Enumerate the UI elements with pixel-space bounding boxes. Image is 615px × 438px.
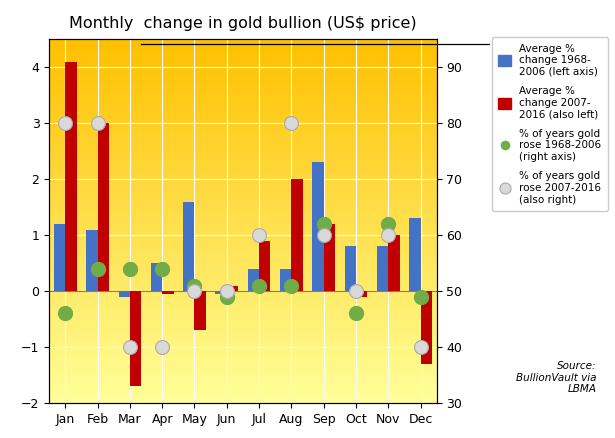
Bar bbox=[54, 224, 65, 291]
Point bbox=[60, 310, 70, 317]
Point bbox=[254, 282, 264, 289]
Point bbox=[157, 343, 167, 350]
Bar bbox=[248, 269, 259, 291]
Point bbox=[222, 293, 232, 300]
Bar bbox=[119, 291, 130, 297]
Bar bbox=[312, 162, 323, 291]
Bar bbox=[409, 219, 421, 291]
Bar bbox=[377, 246, 388, 291]
Bar bbox=[162, 291, 173, 294]
Bar bbox=[356, 291, 367, 297]
Point bbox=[125, 265, 135, 272]
Point bbox=[319, 232, 328, 239]
Point bbox=[383, 220, 393, 227]
Point bbox=[351, 288, 361, 295]
Point bbox=[189, 282, 199, 289]
Bar bbox=[183, 201, 194, 291]
Point bbox=[189, 288, 199, 295]
Point bbox=[60, 120, 70, 127]
Point bbox=[125, 343, 135, 350]
Legend: Average %
change 1968-
2006 (left axis), Average %
change 2007-
2016 (also left): Average % change 1968- 2006 (left axis),… bbox=[492, 37, 608, 211]
Bar bbox=[194, 291, 206, 330]
Point bbox=[93, 120, 103, 127]
Point bbox=[319, 220, 328, 227]
Point bbox=[287, 282, 296, 289]
Bar bbox=[292, 179, 303, 291]
Bar bbox=[130, 291, 141, 386]
Bar bbox=[388, 235, 400, 291]
Bar bbox=[259, 241, 271, 291]
Point bbox=[416, 293, 426, 300]
Point bbox=[254, 232, 264, 239]
Point bbox=[416, 343, 426, 350]
Bar bbox=[280, 269, 292, 291]
Bar bbox=[86, 230, 98, 291]
Point bbox=[222, 288, 232, 295]
Bar bbox=[421, 291, 432, 364]
Bar bbox=[98, 124, 109, 291]
Bar bbox=[227, 286, 238, 291]
Point bbox=[157, 265, 167, 272]
Point bbox=[351, 310, 361, 317]
Bar bbox=[323, 224, 335, 291]
Bar bbox=[215, 291, 227, 294]
Bar bbox=[65, 62, 77, 291]
Bar bbox=[344, 246, 356, 291]
Point bbox=[383, 232, 393, 239]
Point bbox=[287, 120, 296, 127]
Title: Monthly  change in gold bullion (US$ price): Monthly change in gold bullion (US$ pric… bbox=[69, 16, 417, 31]
Bar bbox=[151, 263, 162, 291]
Point bbox=[93, 265, 103, 272]
Text: Source:
BullionVault via
LBMA: Source: BullionVault via LBMA bbox=[516, 361, 597, 394]
